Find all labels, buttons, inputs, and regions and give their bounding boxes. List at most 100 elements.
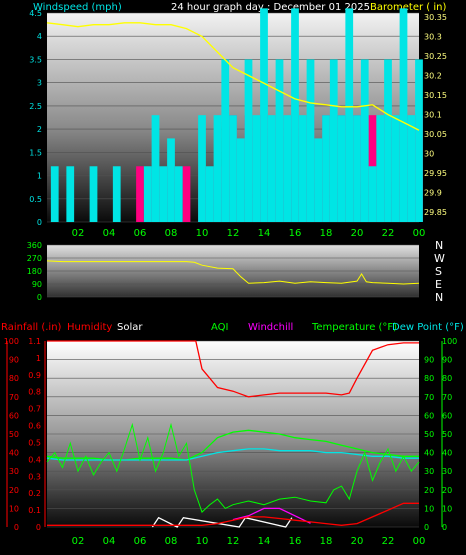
windspeed-bar [275,59,284,222]
dewpoint-tick-label: 30 [442,467,452,476]
barometer-tick-label: 29.9 [424,189,442,198]
legend-dewpoint: Dew Point (°F) [392,322,464,333]
wind-x-tick-label: 00 [413,228,426,239]
wind-x-tick-label: 10 [196,228,209,239]
temp-x-tick-label: 02 [72,536,85,547]
windspeed-bar [112,166,121,222]
windspeed-bar [213,115,222,222]
windspeed-bar [368,166,377,222]
legend-humidity: Humidity [67,322,112,333]
humidity-tick-label: 10 [9,504,19,513]
direction-n-top: N [435,239,443,252]
temp-x-tick-label: 12 [227,536,240,547]
windspeed-bar [151,115,160,222]
windspeed-bar [244,59,253,222]
direction-e: E [435,278,442,291]
wind-x-tick-label: 18 [320,228,333,239]
humidity-tick-label: 30 [9,467,19,476]
dewpoint-tick-label: 50 [442,430,452,439]
windspeed-bar [205,166,214,222]
rainfall-tick-label: 0.5 [28,438,41,447]
windspeed-bar [298,115,307,222]
temperature-tick-label: 80 [424,374,434,383]
rainfall-tick-label: 0.4 [28,455,41,464]
barometer-line [46,22,420,131]
windspeed-bar [283,115,292,222]
temp-x-tick-label: 04 [103,536,116,547]
windspeed-bar [306,59,315,222]
wind-x-tick-label: 22 [382,228,395,239]
rainfall-tick-label: 0.2 [28,489,41,498]
windspeed-tick-label: 1 [37,172,42,181]
direction-tick-label: 360 [27,241,42,250]
temp-x-tick-label: 10 [196,536,209,547]
windspeed-tick-label: 3.5 [29,55,42,64]
humidity-tick-label: 40 [9,449,19,458]
windspeed-bar [337,115,346,222]
dewpoint-line [46,448,419,461]
direction-tick-label: 0 [37,293,42,302]
wind-x-tick-label: 08 [165,228,178,239]
dewpoint-tick-label: 10 [442,504,452,513]
dewpoint-tick-label: 40 [442,449,452,458]
dewpoint-tick-label: 20 [442,486,452,495]
windspeed-bar [143,166,152,222]
temperature-tick-label: 30 [424,467,434,476]
windspeed-bar [391,115,400,222]
temperature-tick-label: 60 [424,411,434,420]
barometer-tick-label: 30.1 [424,111,442,120]
temp-x-tick-label: 06 [134,536,147,547]
direction-tick-label: 270 [27,254,42,263]
barometer-axis-title: Barometer ( in) [370,2,446,13]
windspeed-bar [415,59,423,222]
legend-rainfall: Rainfall (.in) [1,322,62,333]
windspeed-tick-label: 3 [37,79,42,88]
windspeed-bar [236,138,245,222]
dewpoint-tick-label: 0 [442,523,447,532]
windspeed-bar [198,115,206,222]
temperature-tick-label: 0 [424,523,429,532]
windspeed-bar [89,166,98,222]
rainfall-tick-label: 0.3 [28,472,41,481]
aqi-line [46,422,420,513]
gust-bar [182,166,191,222]
direction-n-bottom: N [435,291,443,304]
temperature-tick-label: 40 [424,449,434,458]
rainfall-tick-label: 0.9 [28,371,41,380]
wind-x-tick-label: 04 [103,228,116,239]
legend-temperature: Temperature (°F) [311,322,397,333]
temperature-tick-label: 10 [424,504,434,513]
windspeed-axis-title: Windspeed (mph) [33,2,122,13]
windspeed-bar [174,166,183,222]
temp-x-tick-label: 22 [382,536,395,547]
windspeed-bar [267,115,276,222]
legend-solar: Solar [117,322,143,333]
windspeed-bar [229,115,237,222]
wind-x-tick-label: 20 [351,228,364,239]
direction-panel-grid [47,244,419,298]
humidity-tick-label: 80 [9,374,19,383]
legend-aqi: AQI [211,322,229,333]
temp-x-tick-label: 08 [165,536,178,547]
windspeed-bar [221,59,230,222]
windspeed-bar [167,138,175,222]
humidity-tick-label: 20 [9,486,19,495]
windspeed-bar [322,115,330,222]
windspeed-bar [407,115,416,222]
rainfall-tick-label: 0.7 [28,405,41,414]
windspeed-tick-label: 4 [37,32,42,41]
barometer-tick-label: 30.15 [424,91,447,100]
barometer-tick-label: 30 [424,150,434,159]
temperature-tick-label: 20 [424,486,434,495]
rainfall-tick-label: 0.6 [28,422,41,431]
barometer-tick-label: 30.3 [424,32,442,41]
humidity-tick-label: 60 [9,411,19,420]
windspeed-tick-label: 0 [37,218,42,227]
axis-labels: 0 0.5 1 1.5 2 2.5 3 3.5 4 4.5 29.85 29.9 29.95 30 30.0… [4,9,458,547]
rainfall-tick-label: 1 [36,354,41,363]
windspeed-bar [353,115,361,222]
direction-panel-series [46,260,420,285]
temperature-panel-series [46,340,420,528]
windspeed-tick-label: 4.5 [29,9,42,18]
